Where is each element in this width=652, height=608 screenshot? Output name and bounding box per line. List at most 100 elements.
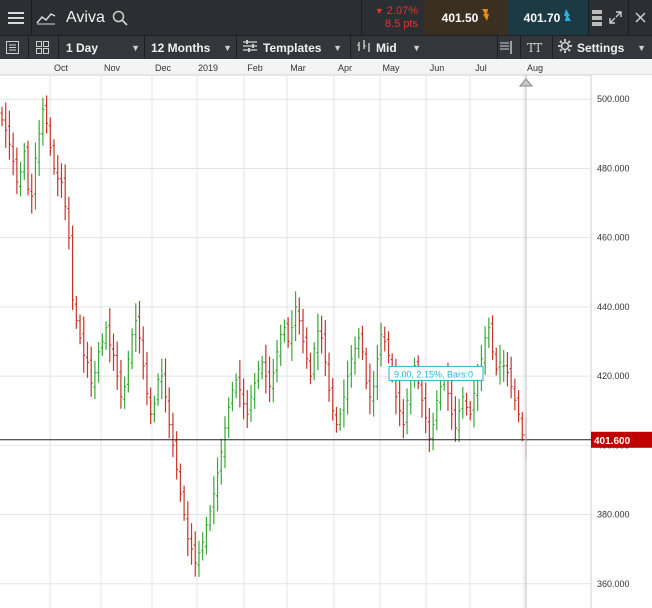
ohlc-bar bbox=[256, 361, 260, 390]
ohlc-bar bbox=[509, 356, 513, 399]
line-chart-icon[interactable] bbox=[32, 0, 60, 35]
ohlc-bar bbox=[431, 412, 435, 451]
ohlc-bar bbox=[171, 412, 175, 458]
ohlc-bar bbox=[219, 438, 223, 485]
sell-button[interactable]: 401.50 bbox=[424, 0, 508, 35]
x-tick-label: Jul bbox=[475, 63, 487, 73]
ohlc-bar bbox=[386, 331, 390, 364]
ohlc-bar bbox=[487, 317, 491, 349]
layout-grid-icon[interactable] bbox=[36, 36, 52, 59]
scroll-marker-icon[interactable] bbox=[518, 78, 534, 87]
top-bar: Aviva ▼ 2.07% 8.5 pts 401.50 401.70 bbox=[0, 0, 652, 35]
chart-list-icon[interactable] bbox=[6, 36, 22, 59]
ohlc-bar bbox=[316, 313, 320, 371]
search-icon[interactable] bbox=[110, 0, 130, 35]
templates-icon bbox=[243, 40, 257, 55]
y-tick-label: 460.000 bbox=[597, 233, 630, 243]
ohlc-bar bbox=[48, 117, 52, 156]
ohlc-bar bbox=[253, 373, 257, 409]
ohlc-bar bbox=[134, 303, 138, 353]
settings-dropdown[interactable]: Settings ▼ bbox=[558, 36, 652, 59]
measure-tooltip bbox=[388, 365, 484, 381]
ohlc-bar bbox=[294, 291, 298, 342]
ohlc-bar bbox=[264, 344, 268, 394]
ohlc-bar bbox=[115, 341, 119, 390]
templates-dropdown[interactable]: Templates ▼ bbox=[243, 36, 348, 59]
x-tick-label: 2019 bbox=[198, 63, 218, 73]
ohlc-bar bbox=[167, 387, 171, 439]
ohlc-bar bbox=[149, 387, 153, 425]
price-chart[interactable]: Oct Nov Dec 2019 Feb Mar Apr May Jun Jul Aug 500.00… bbox=[0, 60, 652, 608]
ohlc-bar bbox=[208, 504, 212, 532]
chevron-down-icon: ▼ bbox=[333, 42, 342, 53]
ohlc-bar bbox=[498, 344, 502, 385]
indicator-list-icon[interactable] bbox=[500, 36, 514, 59]
ohlc-bar bbox=[186, 501, 190, 557]
ohlc-bar bbox=[502, 350, 506, 382]
measure-tooltip-text: 9.00, 2.15%, Bars:0 bbox=[394, 369, 473, 379]
text-size-button[interactable]: TT bbox=[527, 40, 542, 55]
expand-icon[interactable] bbox=[605, 0, 625, 35]
ohlc-bar bbox=[457, 398, 461, 442]
ohlc-bar bbox=[216, 457, 220, 512]
ohlc-bar bbox=[152, 395, 156, 423]
ohlc-bar bbox=[494, 347, 498, 376]
ohlc-bar bbox=[327, 352, 331, 402]
ohlc-bar bbox=[108, 308, 112, 363]
ohlc-bar bbox=[242, 378, 246, 420]
ohlc-bar bbox=[197, 540, 201, 577]
price-axis[interactable] bbox=[591, 75, 652, 608]
ohlc-bar bbox=[178, 463, 182, 502]
y-tick-label: 380.000 bbox=[597, 510, 630, 520]
ohlc-bar bbox=[63, 164, 67, 221]
close-icon[interactable] bbox=[629, 0, 652, 35]
ohlc-bar bbox=[85, 341, 89, 378]
ohlc-bar bbox=[312, 342, 316, 381]
date-axis[interactable] bbox=[0, 60, 652, 75]
ohlc-bar bbox=[450, 377, 454, 430]
range-dropdown[interactable]: 12 Months ▼ bbox=[151, 40, 232, 55]
ohlc-bar bbox=[517, 390, 521, 423]
ohlc-bar bbox=[22, 143, 26, 181]
ohlc-bar bbox=[52, 139, 56, 175]
menu-icon[interactable] bbox=[0, 0, 31, 35]
ohlc-bar bbox=[156, 373, 160, 406]
ohlc-bar bbox=[383, 326, 387, 352]
ohlc-bar bbox=[227, 397, 231, 438]
ohlc-bar bbox=[279, 324, 283, 367]
ohlc-bar bbox=[405, 388, 409, 435]
ohlc-bar bbox=[238, 360, 242, 408]
x-tick-label: Mar bbox=[290, 63, 306, 73]
x-tick-label: Aug bbox=[527, 63, 543, 73]
ohlc-bar bbox=[190, 523, 194, 565]
ohlc-bar bbox=[0, 106, 4, 127]
x-tick-label: Nov bbox=[104, 63, 121, 73]
ohlc-bar bbox=[89, 346, 93, 397]
ohlc-bar bbox=[145, 351, 149, 406]
buy-button[interactable]: 401.70 bbox=[508, 0, 588, 35]
chart-canvas[interactable]: Oct Nov Dec 2019 Feb Mar Apr May Jun Jul Aug 500.00… bbox=[0, 60, 652, 608]
ohlc-bar bbox=[301, 308, 305, 354]
ohlc-bar bbox=[82, 316, 86, 373]
x-tick-label: Oct bbox=[54, 63, 69, 73]
ohlc-bar bbox=[424, 382, 428, 434]
ohlc-bar bbox=[74, 296, 78, 329]
interval-dropdown[interactable]: 1 Day ▼ bbox=[66, 40, 140, 55]
price-type-dropdown[interactable]: Mid ▼ bbox=[357, 36, 425, 59]
y-tick-label: 420.000 bbox=[597, 371, 630, 381]
ohlc-bar bbox=[126, 350, 130, 393]
ohlc-bar bbox=[346, 360, 350, 415]
ohlc-bar bbox=[472, 375, 476, 428]
panel-layout-icon[interactable] bbox=[589, 0, 605, 35]
ohlc-bar bbox=[435, 390, 439, 431]
y-tick-label: 440.000 bbox=[597, 302, 630, 312]
instrument-name[interactable]: Aviva bbox=[66, 8, 105, 26]
ohlc-bar bbox=[182, 485, 186, 521]
ohlc-bars-icon bbox=[357, 40, 371, 55]
ohlc-bar bbox=[427, 408, 431, 453]
ohlc-bar bbox=[357, 328, 361, 359]
ohlc-bar bbox=[100, 333, 104, 356]
ohlc-bar bbox=[368, 363, 372, 415]
ohlc-bar bbox=[123, 376, 127, 409]
ohlc-bar bbox=[71, 225, 75, 310]
